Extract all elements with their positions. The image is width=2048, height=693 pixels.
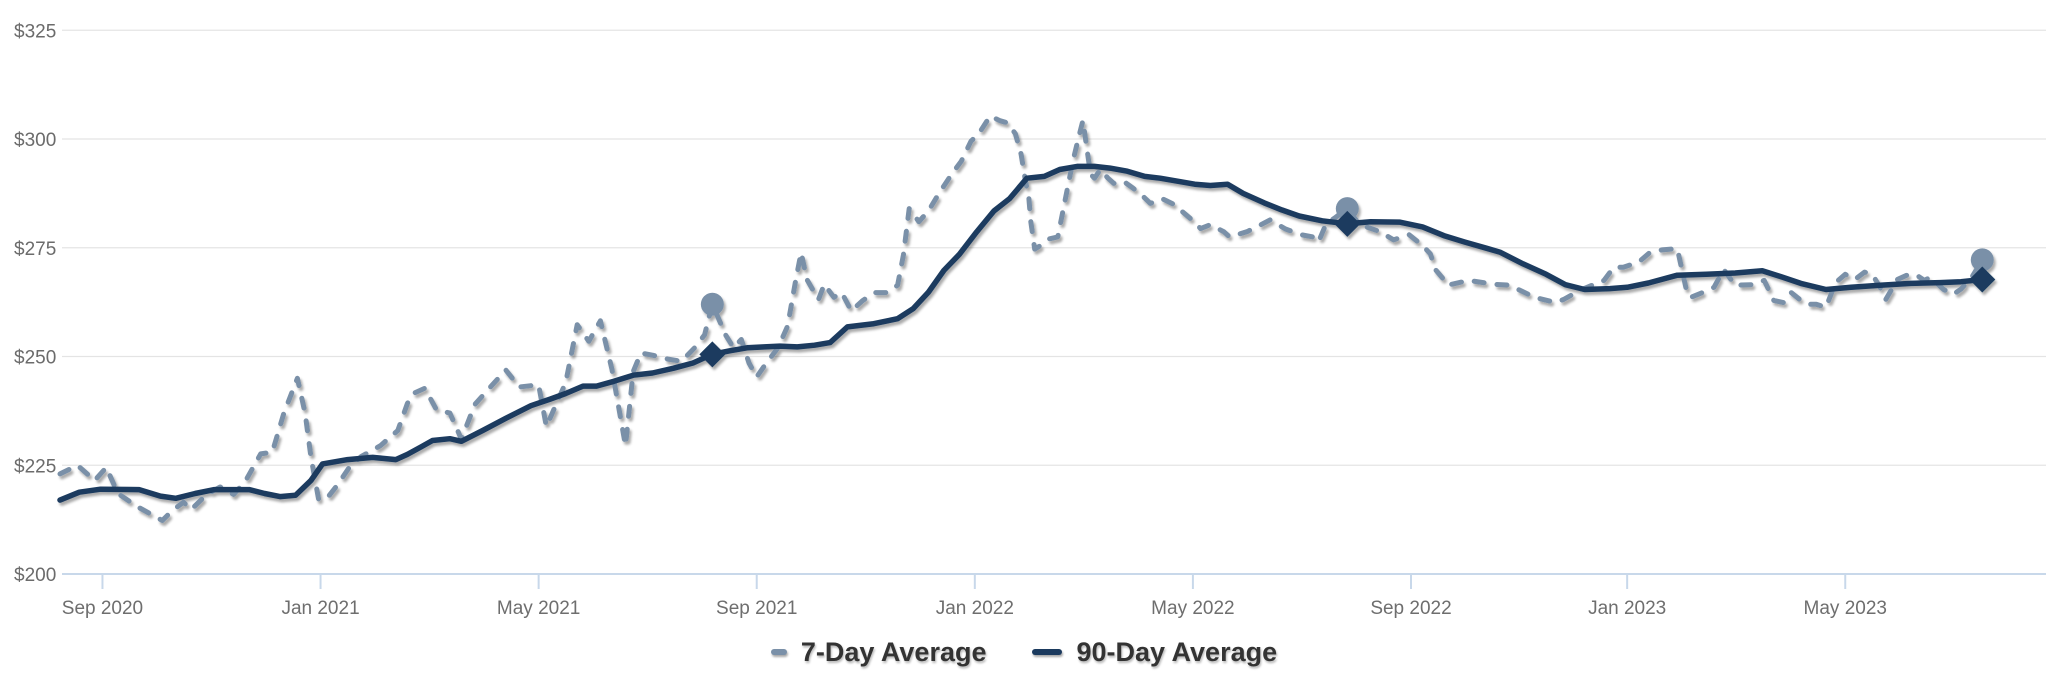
x-axis-label: Sep 2021 [716, 598, 797, 619]
chart-legend: 7-Day Average 90-Day Average [0, 630, 2048, 674]
seven-day-marker-circle[interactable] [700, 292, 724, 316]
x-axis-label: Jan 2023 [1588, 598, 1666, 619]
ninety-day-marker-diamond[interactable] [1334, 210, 1361, 237]
90-day-average-swatch [1032, 649, 1063, 655]
x-axis-label: Jan 2021 [281, 598, 359, 619]
x-axis-label: Jan 2022 [936, 598, 1014, 619]
legend-item-90-day-average[interactable]: 90-Day Average [1032, 637, 1277, 668]
legend-label-90-day-average: 90-Day Average [1076, 636, 1278, 667]
y-axis-label: $300 [14, 130, 56, 151]
seven-day-marker-circle[interactable] [1970, 248, 1994, 272]
ninety-day-average-line[interactable] [57, 163, 1986, 503]
ninety-day-marker-diamond[interactable] [1969, 266, 1996, 293]
y-axis-label: $225 [14, 456, 56, 477]
x-axis-label: May 2021 [497, 598, 580, 619]
x-axis-label: May 2022 [1151, 598, 1234, 619]
ninety-day-marker-diamond[interactable] [699, 341, 726, 368]
y-axis-label: $200 [14, 565, 56, 586]
7-day-average-swatch [770, 649, 787, 655]
y-axis-label: $325 [14, 21, 56, 42]
x-axis-label: Sep 2022 [1370, 598, 1451, 619]
seven-day-marker-circle[interactable] [1335, 197, 1359, 221]
y-axis-label: $250 [14, 348, 56, 369]
legend-item-7-day-average[interactable]: 7-Day Average [770, 636, 987, 668]
x-axis-label: May 2023 [1804, 598, 1887, 619]
seven-day-average-line[interactable] [57, 113, 1985, 523]
y-axis-label: $275 [14, 239, 56, 260]
legend-label-7-day-average: 7-Day Average [800, 636, 987, 667]
x-axis-label: Sep 2020 [62, 598, 143, 619]
